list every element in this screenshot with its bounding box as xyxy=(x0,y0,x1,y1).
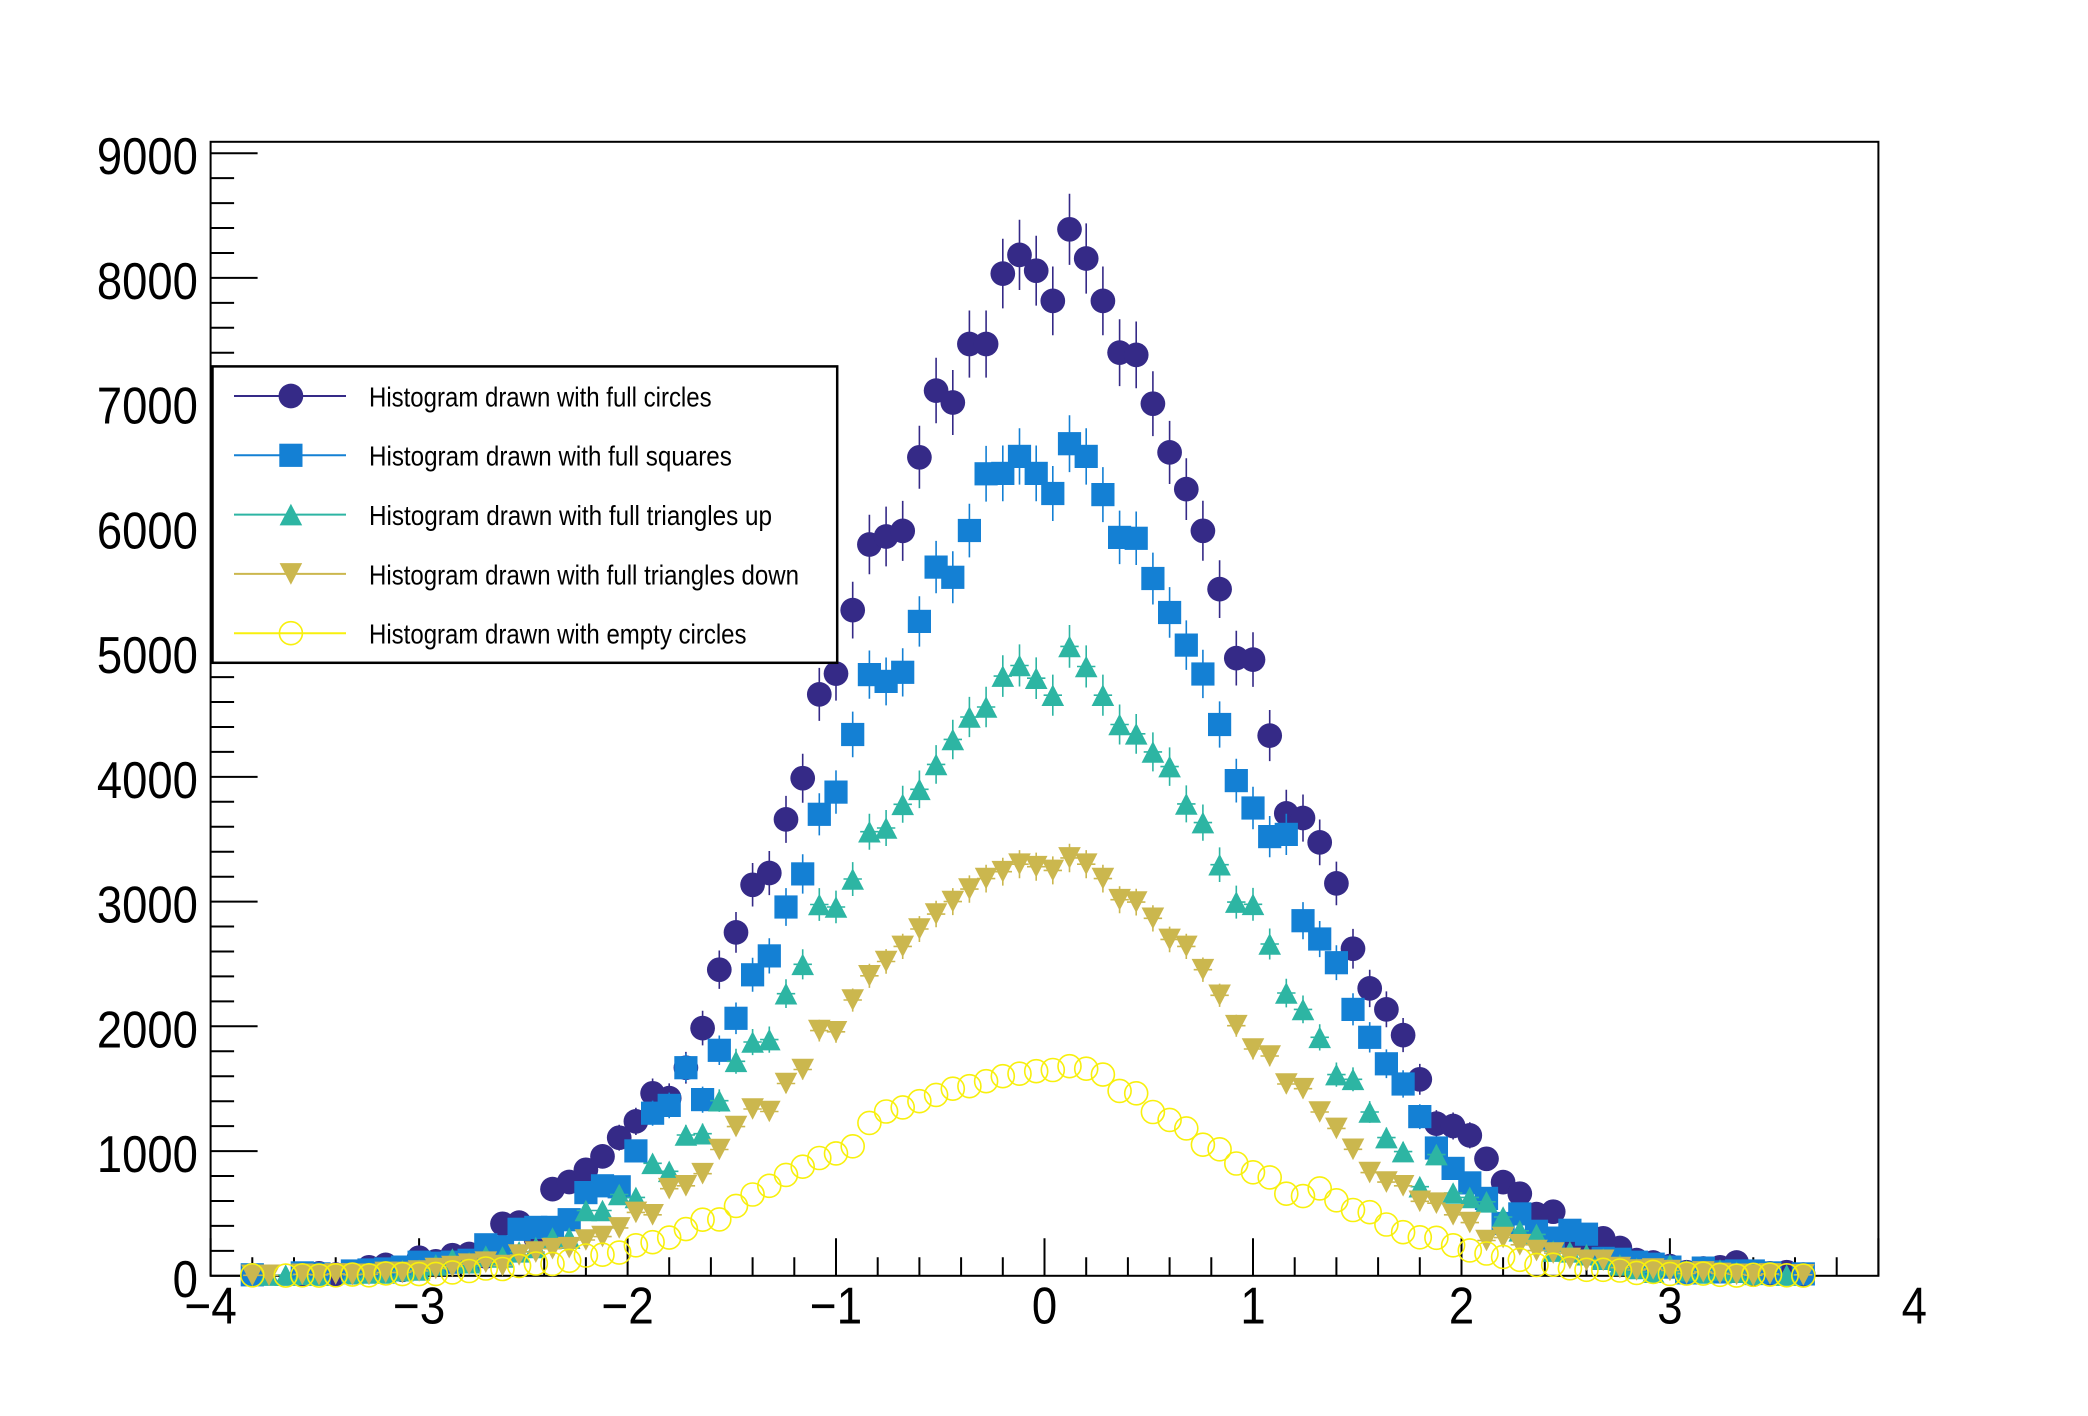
svg-text:Histogram drawn with full tria: Histogram drawn with full triangles up xyxy=(369,500,772,531)
svg-text:8000: 8000 xyxy=(97,253,198,311)
svg-text:4: 4 xyxy=(1902,1278,1927,1336)
svg-text:5000: 5000 xyxy=(97,627,198,685)
svg-text:0: 0 xyxy=(173,1251,198,1309)
svg-text:Histogram drawn with full squa: Histogram drawn with full squares xyxy=(369,441,732,472)
svg-text:1000: 1000 xyxy=(97,1126,198,1184)
svg-text:3: 3 xyxy=(1657,1278,1682,1336)
svg-text:Histogram drawn with full tria: Histogram drawn with full triangles down xyxy=(369,559,799,590)
svg-text:2: 2 xyxy=(1449,1278,1474,1336)
svg-text:7000: 7000 xyxy=(97,378,198,436)
svg-text:Histogram drawn with empty cir: Histogram drawn with empty circles xyxy=(369,619,747,650)
svg-text:6000: 6000 xyxy=(97,502,198,560)
svg-text:Histogram drawn with full circ: Histogram drawn with full circles xyxy=(369,381,712,412)
svg-text:9000: 9000 xyxy=(97,128,198,186)
svg-text:2000: 2000 xyxy=(97,1001,198,1059)
svg-text:−3: −3 xyxy=(393,1278,445,1336)
svg-text:−2: −2 xyxy=(601,1278,653,1336)
svg-text:−4: −4 xyxy=(184,1278,236,1336)
svg-text:1: 1 xyxy=(1240,1278,1265,1336)
svg-text:3000: 3000 xyxy=(97,877,198,935)
svg-text:0: 0 xyxy=(1032,1278,1057,1336)
svg-text:−1: −1 xyxy=(810,1278,862,1336)
svg-text:4000: 4000 xyxy=(97,752,198,810)
